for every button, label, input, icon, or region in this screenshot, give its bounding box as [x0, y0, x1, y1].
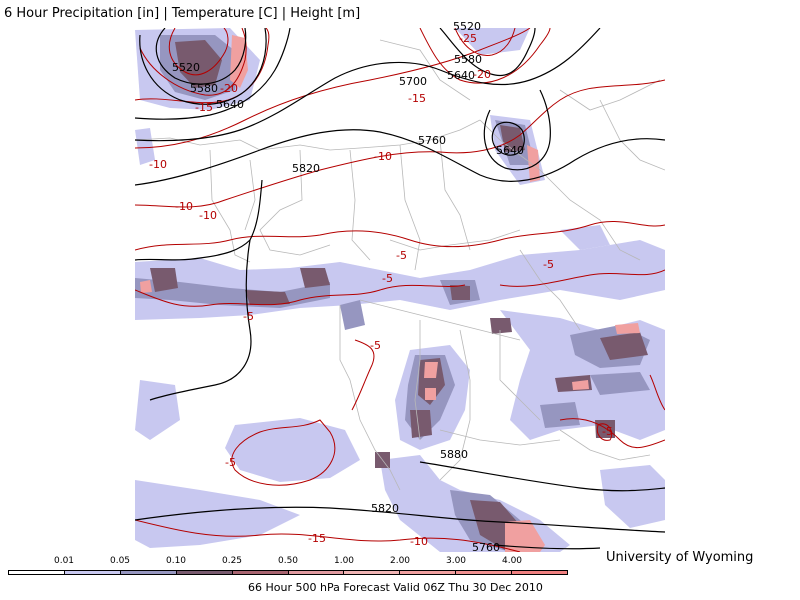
height-label: 5520 — [453, 20, 481, 33]
height-label: 5580 — [190, 82, 218, 95]
legend-tick: 3.00 — [445, 556, 467, 566]
credit-text: University of Wyoming — [606, 550, 754, 565]
legend-swatch — [400, 571, 457, 574]
legend-swatch — [232, 571, 289, 574]
height-label: 5760 — [418, 134, 446, 147]
height-label: 5820 — [292, 162, 320, 175]
height-label: 5640 — [216, 98, 244, 111]
precip-heavy-areas — [140, 35, 640, 552]
legend-tick: 1.00 — [333, 556, 355, 566]
temp-label: -5 — [225, 456, 236, 469]
legend-tick: 0.05 — [109, 556, 131, 566]
height-label: 5520 — [172, 61, 200, 74]
height-labels: 5520 5580 5640 5700 5760 5820 5880 5520 … — [172, 20, 524, 554]
temp-label: -5 — [543, 258, 554, 271]
temp-label: -20 — [220, 82, 238, 95]
temp-label: -5 — [396, 249, 407, 262]
height-label: 5760 — [472, 541, 500, 554]
legend-swatch — [64, 571, 121, 574]
height-label: 5880 — [440, 448, 468, 461]
temp-label: -20 — [473, 68, 491, 81]
temp-label: -25 — [459, 32, 477, 45]
temperature-labels: -25 -20 -20 -15 -15 -10 -10 -10 -10 -5 -… — [149, 32, 613, 548]
forecast-caption: 66 Hour 500 hPa Forecast Valid 06Z Thu 3… — [248, 581, 543, 594]
legend-tick: 0.01 — [53, 556, 75, 566]
temp-label: -5 — [382, 272, 393, 285]
temp-label: -15 — [308, 532, 326, 545]
legend-swatch — [344, 571, 401, 574]
legend-tick: 4.00 — [501, 556, 523, 566]
temp-label: -10 — [149, 158, 167, 171]
temp-label: -5 — [370, 339, 381, 352]
legend-swatch — [512, 571, 568, 574]
country-borders — [135, 39, 665, 491]
legend-swatch — [456, 571, 513, 574]
temp-label: -10 — [175, 200, 193, 213]
temp-label: -15 — [408, 92, 426, 105]
legend-swatch — [120, 571, 177, 574]
legend-tick: 0.10 — [165, 556, 187, 566]
temp-label: -5 — [243, 310, 254, 323]
temp-label: -5 — [602, 425, 613, 438]
height-label: 5580 — [454, 53, 482, 66]
temp-label: -15 — [195, 101, 213, 114]
legend-swatch — [176, 571, 233, 574]
precip-legend-colorbar — [8, 570, 568, 575]
legend-tick: 0.25 — [221, 556, 243, 566]
height-label: 5640 — [496, 144, 524, 157]
legend-tick-labels: 0.01 0.05 0.10 0.25 0.50 1.00 2.00 3.00 … — [8, 556, 568, 568]
temp-label: -10 — [199, 209, 217, 222]
legend-tick: 2.00 — [389, 556, 411, 566]
height-label: 5820 — [371, 502, 399, 515]
height-label: 5700 — [399, 75, 427, 88]
legend-swatch — [9, 571, 65, 574]
height-label: 5640 — [447, 69, 475, 82]
height-contours — [135, 28, 665, 550]
map-title: 6 Hour Precipitation [in] | Temperature … — [4, 6, 361, 21]
legend-swatch — [288, 571, 345, 574]
temp-label: -10 — [374, 150, 392, 163]
temp-label: -10 — [410, 535, 428, 548]
legend-tick: 0.50 — [277, 556, 299, 566]
